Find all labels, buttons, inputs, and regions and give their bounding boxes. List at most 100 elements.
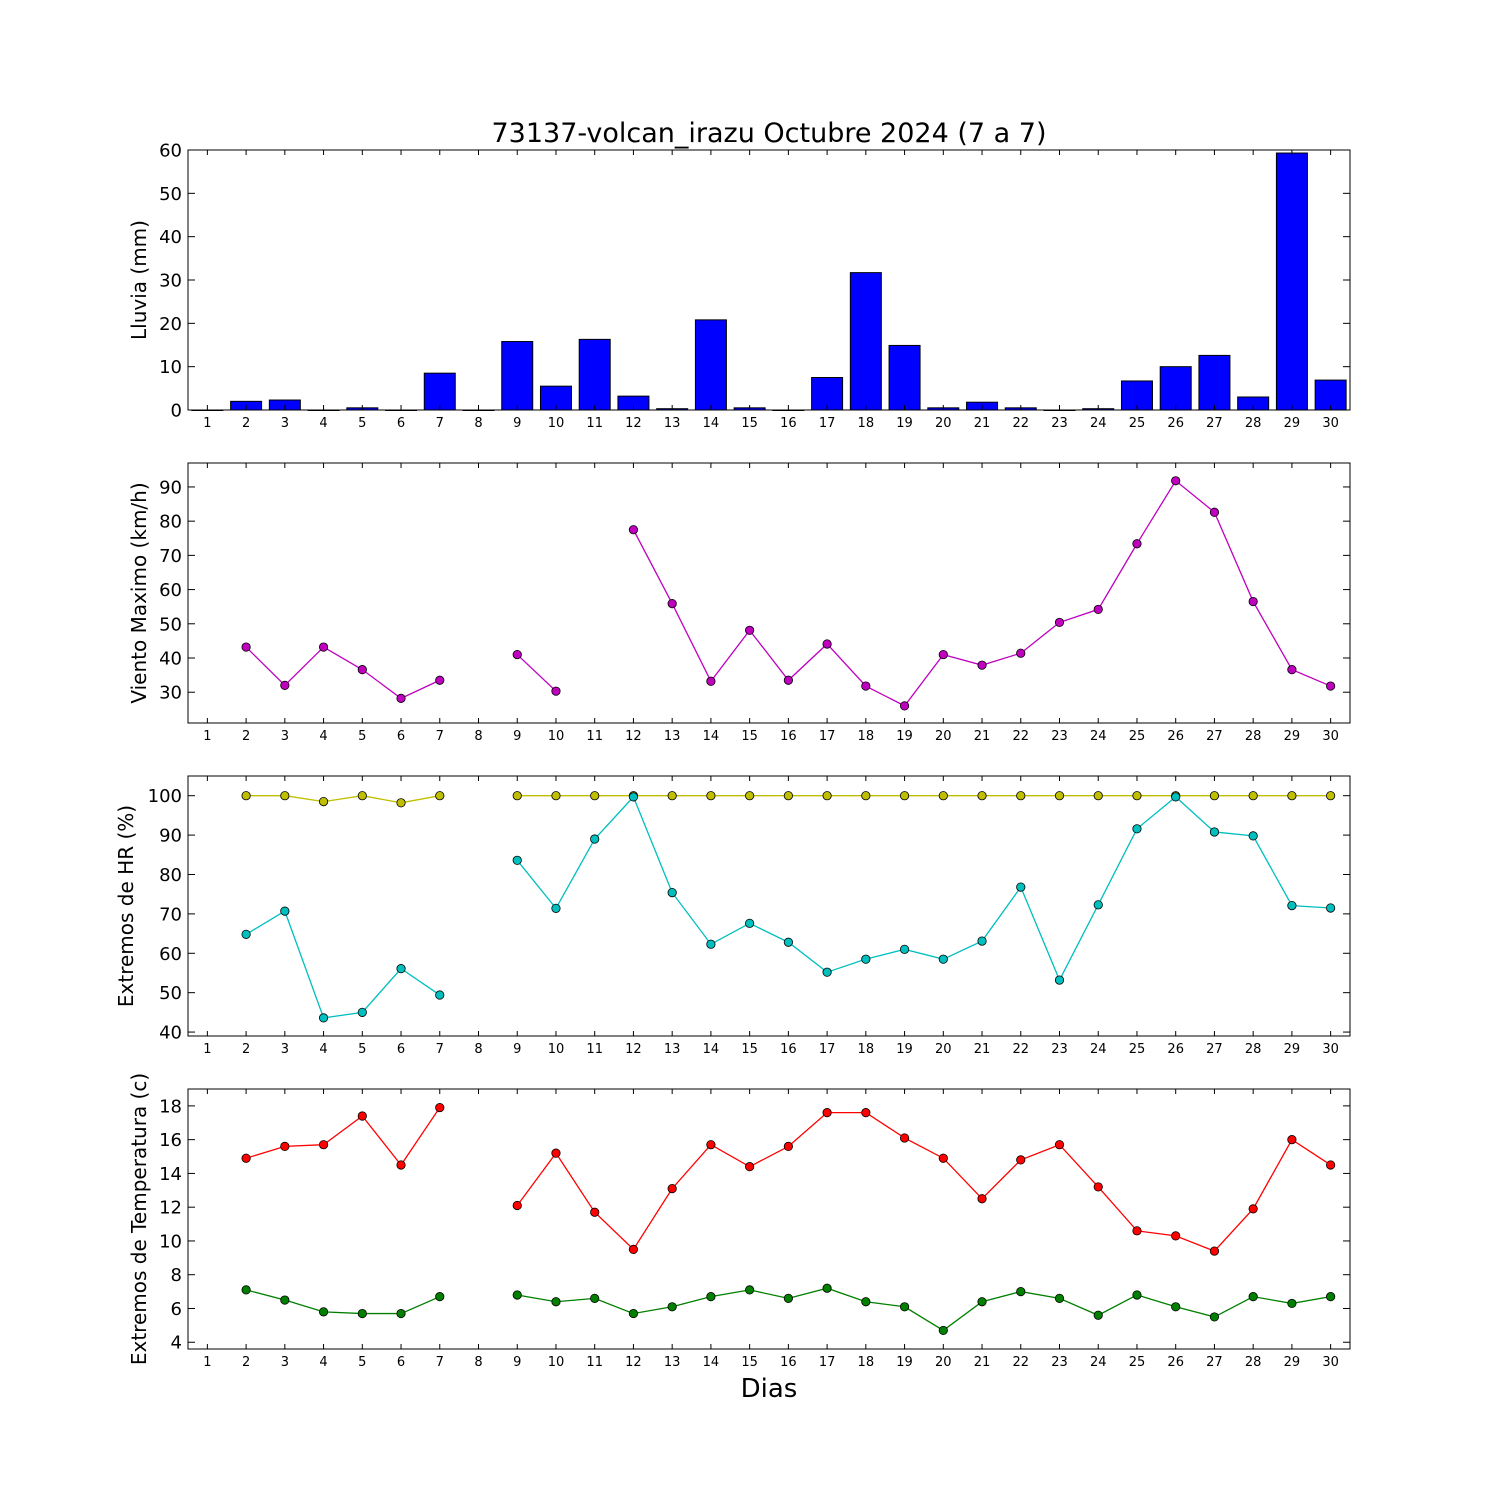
humidity-point-1	[357, 1007, 367, 1017]
humidity-point-0	[706, 791, 716, 801]
humidity-x-tick-label: 12	[625, 1042, 642, 1057]
temperature-x-tick-label: 26	[1167, 1355, 1184, 1370]
temperature-y-tick-label: 16	[159, 1130, 182, 1151]
humidity-y-tick-label: 100	[148, 786, 182, 807]
wind-x-tick-label: 8	[474, 729, 482, 744]
temperature-point-1	[590, 1293, 600, 1303]
wind-x-tick-label: 14	[703, 729, 720, 744]
humidity-point-0	[783, 791, 793, 801]
humidity-point-1	[1054, 975, 1065, 985]
rain-x-tick-label: 30	[1322, 416, 1339, 431]
rain-x-tick-label: 18	[858, 416, 875, 431]
chart-title: 73137-volcan_irazu Octubre 2024 (7 a 7)	[492, 118, 1047, 149]
wind-point-0	[551, 686, 561, 696]
wind-y-tick-label: 30	[159, 683, 182, 704]
x-axis-label: Dias	[741, 1374, 798, 1404]
humidity-point-0	[899, 791, 910, 801]
temperature-point-0	[1054, 1140, 1065, 1150]
rain-x-tick-label: 12	[625, 416, 642, 431]
rain-bar	[811, 377, 844, 411]
rain-x-tick-label: 8	[474, 416, 482, 431]
humidity-x-tick-label: 27	[1206, 1042, 1223, 1057]
rain-x-tick-label: 13	[664, 416, 681, 431]
humidity-x-tick-label: 5	[358, 1042, 366, 1057]
temperature-x-tick-label: 5	[358, 1355, 366, 1370]
humidity-y-tick-label: 70	[159, 904, 182, 925]
rain-x-tick-label: 20	[935, 416, 952, 431]
wind-x-tick-label: 27	[1206, 729, 1223, 744]
humidity-point-0	[822, 791, 832, 801]
temperature-point-1	[1326, 1292, 1336, 1302]
wind-x-tick-label: 16	[780, 729, 797, 744]
temperature-point-0	[628, 1244, 639, 1254]
temperature-x-tick-label: 18	[858, 1355, 875, 1370]
wind-point-0	[745, 625, 755, 635]
temperature-y-tick-label: 18	[159, 1096, 182, 1117]
wind-x-tick-label: 10	[548, 729, 565, 744]
rain-x-tick-label: 6	[397, 416, 405, 431]
temperature-x-tick-label: 27	[1206, 1355, 1223, 1370]
rain-plot-area	[188, 150, 1350, 410]
rain-y-tick-label: 60	[159, 141, 182, 162]
rain-x-tick-label: 19	[896, 416, 913, 431]
temperature-y-tick-label: 14	[159, 1164, 182, 1185]
temperature-point-0	[590, 1207, 600, 1217]
rain-bar	[849, 272, 882, 411]
humidity-point-1	[861, 954, 871, 964]
humidity-x-tick-label: 24	[1090, 1042, 1107, 1057]
rain-x-tick-label: 16	[780, 416, 797, 431]
humidity-point-1	[667, 888, 677, 898]
humidity-x-tick-label: 11	[586, 1042, 603, 1057]
temperature-point-0	[1093, 1182, 1103, 1192]
temperature-x-tick-label: 20	[935, 1355, 952, 1370]
temperature-x-tick-label: 25	[1129, 1355, 1146, 1370]
humidity-x-tick-label: 8	[474, 1042, 482, 1057]
temperature-x-tick-label: 17	[819, 1355, 836, 1370]
humidity-point-0	[551, 791, 561, 801]
temperature-point-1	[1016, 1287, 1026, 1297]
temperature-x-tick-label: 29	[1284, 1355, 1301, 1370]
rain-x-tick-label: 5	[358, 416, 366, 431]
humidity-point-0	[1016, 791, 1026, 801]
rain-y-tick-label: 10	[159, 357, 182, 378]
humidity-point-1	[1209, 827, 1220, 837]
temperature-point-0	[357, 1111, 367, 1121]
humidity-point-1	[1016, 882, 1026, 892]
wind-point-0	[822, 639, 832, 649]
humidity-point-1	[241, 929, 251, 939]
humidity-point-0	[318, 797, 329, 807]
humidity-x-tick-label: 18	[858, 1042, 875, 1057]
temperature-series-line-0	[245, 1107, 441, 1167]
wind-point-0	[977, 660, 987, 670]
rain-x-tick-label: 9	[513, 416, 521, 431]
temperature-panel: 1 2 3 4 5 6 7 8 9 10 11 12 13 14 15 16 17 18 19 20 21 22 23 24 2…	[127, 1073, 1351, 1370]
temperature-point-1	[1209, 1312, 1220, 1322]
humidity-point-0	[512, 791, 522, 801]
temperature-point-0	[745, 1162, 755, 1172]
wind-x-tick-label: 18	[858, 729, 875, 744]
temperature-point-1	[899, 1302, 910, 1312]
wind-x-tick-label: 17	[819, 729, 836, 744]
humidity-point-0	[1287, 791, 1297, 801]
temperature-x-tick-label: 11	[586, 1355, 603, 1370]
humidity-x-tick-label: 2	[242, 1042, 250, 1057]
temperature-x-tick-label: 14	[703, 1355, 720, 1370]
humidity-point-1	[280, 906, 290, 916]
wind-x-tick-label: 7	[436, 729, 444, 744]
humidity-point-1	[899, 944, 910, 954]
rain-x-tick-label: 25	[1129, 416, 1146, 431]
temperature-x-tick-label: 2	[242, 1355, 250, 1370]
wind-point-0	[512, 649, 522, 660]
wind-x-tick-label: 13	[664, 729, 681, 744]
humidity-y-axis-label: Extremos de HR (%)	[114, 805, 138, 1007]
temperature-point-1	[1132, 1290, 1142, 1300]
humidity-point-0	[1326, 791, 1336, 801]
wind-series-line-0	[245, 646, 441, 700]
rain-x-tick-label: 21	[974, 416, 991, 431]
temperature-point-0	[783, 1141, 793, 1152]
humidity-y-tick-label: 90	[159, 826, 182, 847]
wind-x-tick-label: 5	[358, 729, 366, 744]
temperature-y-tick-label: 6	[171, 1299, 182, 1320]
wind-point-0	[1054, 617, 1065, 628]
